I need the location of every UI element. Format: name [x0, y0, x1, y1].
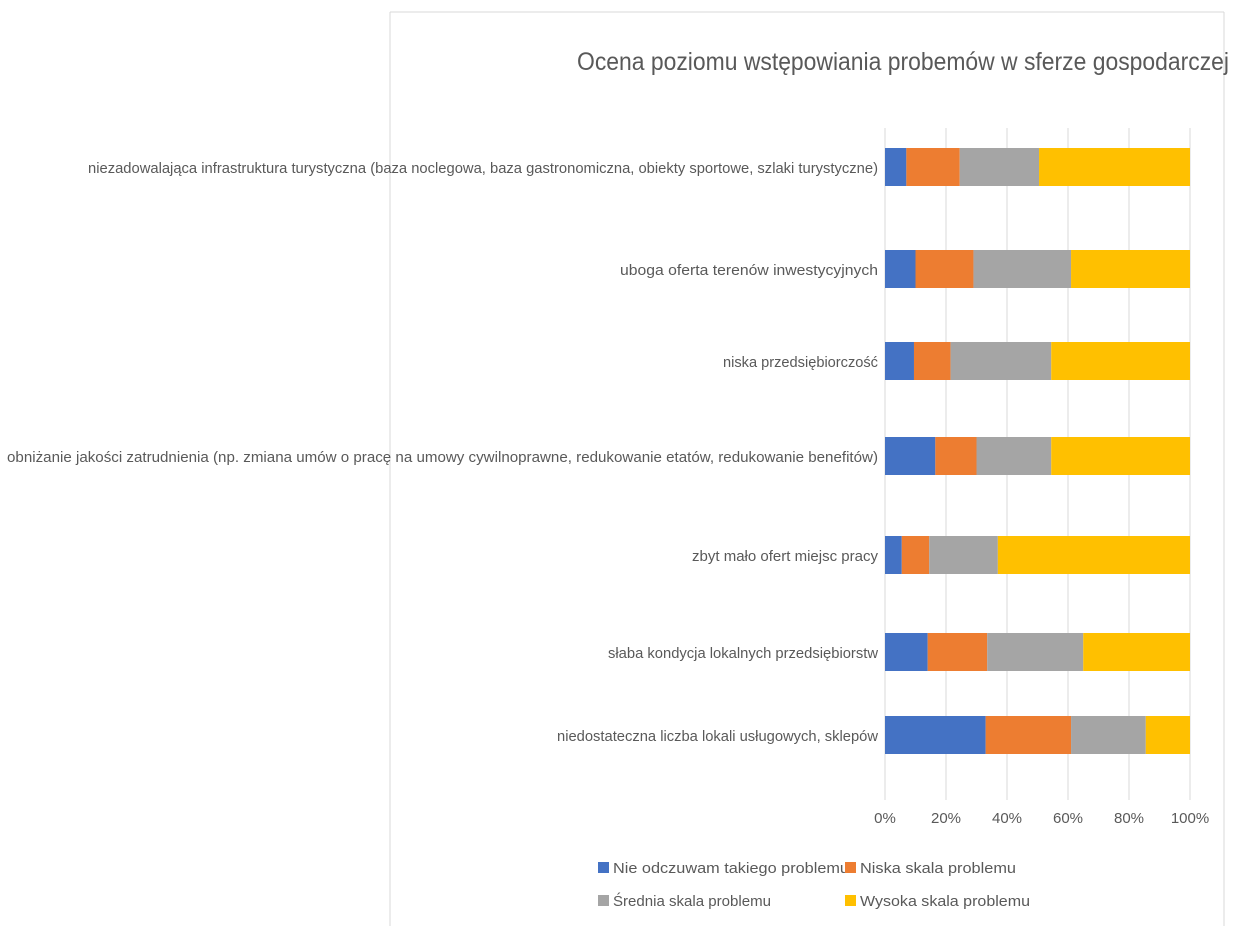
legend-swatch — [845, 895, 856, 906]
x-tick-label: 60% — [1053, 810, 1083, 827]
legend-label: Nie odczuwam takiego problemu — [613, 860, 849, 877]
bar-segment — [929, 536, 998, 574]
category-label: słaba kondycja lokalnych przedsiębiorstw — [608, 645, 878, 662]
bar-segment — [1071, 250, 1190, 288]
bar-segment — [959, 148, 1040, 186]
bar-segment — [1051, 342, 1190, 380]
category-label: uboga oferta terenów inwestycyjnych — [620, 262, 878, 279]
bar-segment — [901, 536, 930, 574]
bar-segment — [976, 437, 1052, 475]
bar-segment — [1145, 716, 1190, 754]
x-tick-label: 100% — [1171, 810, 1209, 827]
bar-segment — [885, 536, 902, 574]
bar-segment — [987, 633, 1084, 671]
bar-segment — [950, 342, 1052, 380]
category-labels: niezadowalająca infrastruktura turystycz… — [7, 160, 878, 745]
category-label: obniżanie jakości zatrudnienia (np. zmia… — [7, 449, 878, 466]
x-tick-label: 0% — [874, 810, 896, 827]
category-label: niezadowalająca infrastruktura turystycz… — [88, 160, 878, 177]
bar-segment — [1051, 437, 1190, 475]
x-tick-label: 40% — [992, 810, 1022, 827]
legend: Nie odczuwam takiego problemu Niska skala… — [598, 860, 1030, 910]
bar-segment — [915, 250, 974, 288]
legend-swatch — [598, 862, 609, 873]
legend-label: Niska skala problemu — [860, 860, 1016, 877]
bar-segment — [1083, 633, 1190, 671]
legend-swatch — [845, 862, 856, 873]
x-tick-label: 80% — [1114, 810, 1144, 827]
legend-label: Wysoka skala problemu — [860, 893, 1030, 910]
bar-segment — [885, 148, 907, 186]
bar-segment — [885, 250, 916, 288]
bar-segment — [1071, 716, 1146, 754]
bar-segment — [997, 536, 1190, 574]
x-tick-label: 20% — [931, 810, 961, 827]
category-label: zbyt mało ofert miejsc pracy — [692, 548, 878, 565]
legend-swatch — [598, 895, 609, 906]
bar-segment — [935, 437, 977, 475]
x-axis-ticks: 0% 20% 40% 60% 80% 100% — [874, 810, 1209, 827]
bar-segment — [973, 250, 1072, 288]
bar-segment — [913, 342, 951, 380]
bar-segment — [885, 633, 928, 671]
bar-segment — [885, 342, 914, 380]
bar-segment — [985, 716, 1072, 754]
bar-segment — [1039, 148, 1190, 186]
bars — [885, 148, 1190, 754]
bar-segment — [906, 148, 960, 186]
category-label: niedostateczna liczba lokali usługowych,… — [557, 728, 878, 745]
bar-segment — [927, 633, 988, 671]
category-label: niska przedsiębiorczość — [723, 354, 878, 371]
chart-title: Ocena poziomu wstępowiania probemów w sf… — [577, 48, 1229, 76]
legend-label: Średnia skala problemu — [613, 892, 771, 910]
bar-segment — [885, 437, 936, 475]
bar-segment — [885, 716, 986, 754]
